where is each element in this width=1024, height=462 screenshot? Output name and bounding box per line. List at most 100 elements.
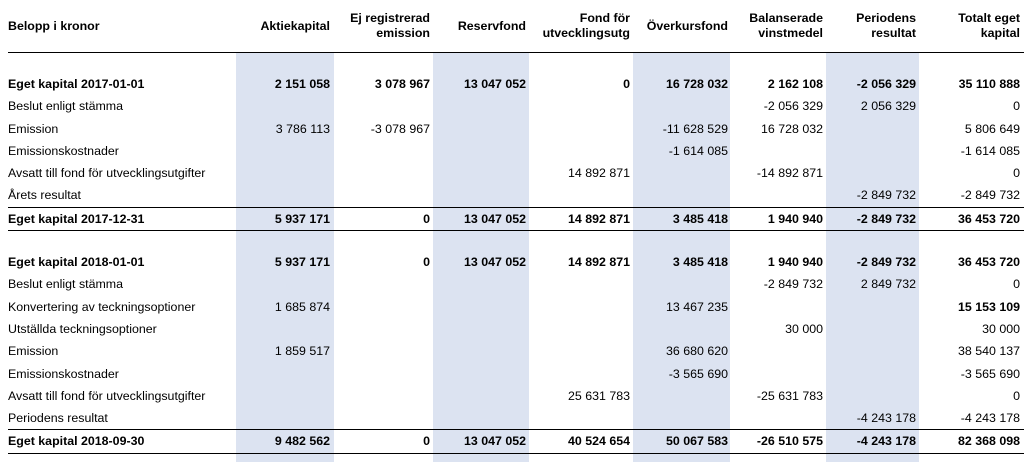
table-row: Emissionskostnader -3 565 690 -3 565 690 [8,363,1024,385]
row-label: Emissionskostnader [8,366,119,381]
table-cell: -2 849 732 [763,277,823,292]
table-cell [634,385,732,407]
table-cell [530,273,634,295]
table-cell: 5 937 171 [274,255,330,270]
table-cell: 9 482 562 [238,429,334,454]
table-cell [334,385,434,407]
table-cell: 0 [1013,277,1020,292]
table-cell: -11 628 529 [662,121,728,136]
table-cell: 38 540 137 [957,344,1020,359]
table-cell: -14 892 871 [756,166,823,181]
table-cell: -1 614 085 [668,143,728,158]
table-cell: 0 [1013,99,1020,114]
table-cell: 13 047 052 [434,206,530,232]
table-cell: -2 849 732 [960,188,1020,203]
table-cell: 3 078 967 [374,77,430,91]
table-cell [238,184,334,207]
table-cell: 0 [1013,388,1020,403]
table-cell: 30 000 [785,321,823,336]
table-cell [434,162,530,184]
table-cell [827,363,920,385]
table-cell [238,363,334,385]
table-cell [434,340,530,362]
table-cell [238,162,334,184]
table-cell: -2 056 329 [763,99,823,114]
table-cell [530,95,634,117]
row-label: Eget kapital 2017-12-31 [8,206,238,232]
table-cell: 30 000 [982,321,1020,336]
row-label: Årets resultat [8,188,81,203]
table-cell: -2 849 732 [856,188,916,203]
table-cell: -3 078 967 [370,121,430,136]
table-cell [732,296,827,318]
table-cell [238,318,334,340]
table-cell [827,118,920,140]
table-cell [434,95,530,117]
table-cell: 14 892 871 [567,255,630,270]
table-cell [732,140,827,162]
table-cell: -2 849 732 [827,206,920,232]
table-cell [827,385,920,407]
row-label: Eget kapital 2018-01-01 [8,255,145,270]
table-row: Beslut enligt stämma -2 849 732 2 849 732 0 [8,273,1024,295]
table-cell [434,273,530,295]
table-cell [334,340,434,362]
table-cell: -1 614 085 [960,143,1020,158]
column-header: Balanserade vinstmedel [732,0,827,53]
table-cell [334,407,434,430]
row-label: Beslut enligt stämma [8,277,124,292]
table-cell [238,140,334,162]
column-header: Fond för utvecklingsutg [530,0,634,53]
table-cell: -4 243 178 [960,411,1020,426]
table-row: Emission 3 786 113 -3 078 967 -11 628 529 16… [8,118,1024,140]
table-cell [434,184,530,207]
table-cell [530,407,634,430]
table-cell [530,340,634,362]
table-cell [238,385,334,407]
table-cell: 1 685 874 [274,299,330,314]
table-cell: 82 368 098 [920,429,1024,454]
table-cell [434,407,530,430]
table-cell: 0 [1013,166,1020,181]
table-row: Eget kapital 2017-12-31 5 937 171 0 13 047 … [8,206,1024,232]
table-cell [827,162,920,184]
row-label: Eget kapital 2017-01-01 [8,77,145,91]
table-cell: 13 467 235 [665,299,728,314]
row-label: Emissionskostnader [8,143,119,158]
table-cell: -4 243 178 [856,411,916,426]
table-cell: 16 728 032 [665,77,728,91]
table-cell: 3 485 418 [672,255,728,270]
equity-table: Belopp i kronor Aktiekapital Ej registrera… [8,0,1024,454]
table-cell [334,184,434,207]
row-label: Avsatt till fond för utvecklingsutgifter [8,388,206,403]
table-cell [530,118,634,140]
table-row: Emission 1 859 517 36 680 620 38 540 137 [8,340,1024,362]
column-header: Aktiekapital [238,0,334,53]
table-cell [827,140,920,162]
table-cell: 36 680 620 [665,344,728,359]
table-cell: 1 859 517 [274,344,330,359]
table-cell: 5 937 171 [238,206,334,232]
table-cell [732,407,827,430]
row-label: Periodens resultat [8,411,108,426]
table-cell [634,95,732,117]
table-cell [530,184,634,207]
table-cell: -25 631 783 [756,388,823,403]
table-cell [732,363,827,385]
table-cell [334,318,434,340]
table-cell: 13 047 052 [463,77,526,91]
table-row: Eget kapital 2017-01-01 2 151 058 3 078 96… [8,73,1024,95]
table-cell: 0 [623,77,630,91]
table-cell [530,140,634,162]
table-cell: 0 [334,206,434,232]
table-row: Avsatt till fond för utvecklingsutgifter… [8,385,1024,407]
table-cell [434,363,530,385]
column-header: Reservfond [434,0,530,53]
table-cell [827,318,920,340]
table-cell [634,318,732,340]
column-header: Överkursfond [634,0,732,53]
shaded-column-aktiekapital [236,52,334,462]
row-label: Utställda teckningsoptioner [8,321,157,336]
table-cell: 40 524 654 [530,429,634,454]
table-cell [238,407,334,430]
